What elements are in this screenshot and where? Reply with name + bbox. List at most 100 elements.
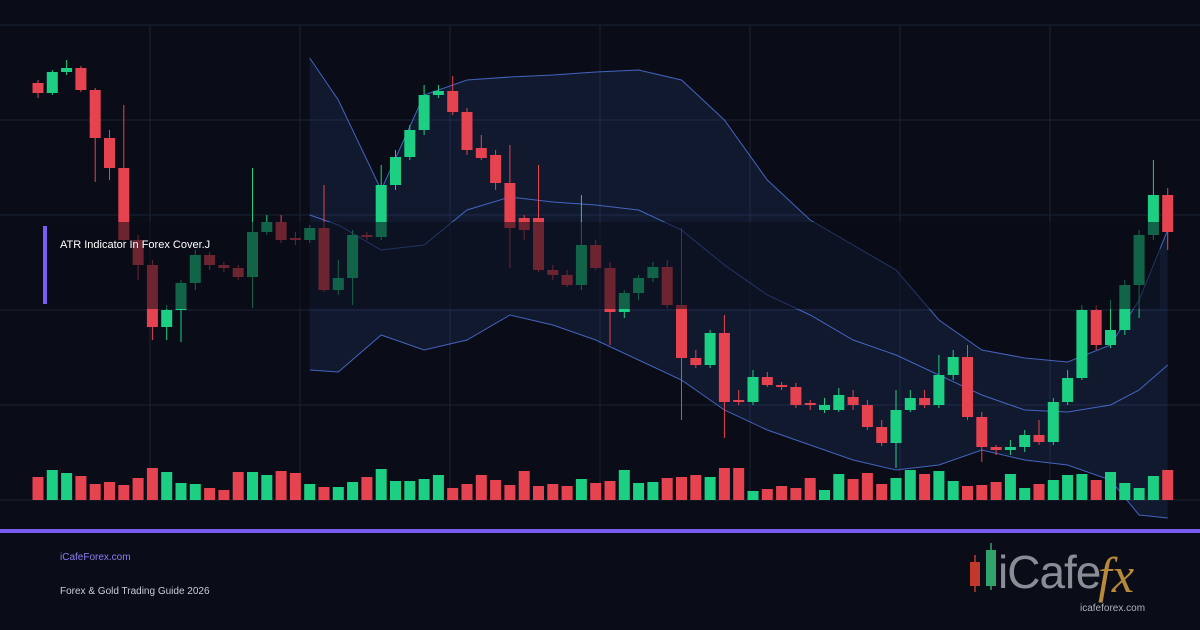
volume-bar [833, 474, 845, 500]
volume-bar [1133, 488, 1145, 500]
volume-bar [247, 472, 258, 500]
volume-bar [618, 470, 630, 500]
volume-bar [418, 479, 430, 500]
volume-bar [1062, 475, 1074, 500]
candle-body [790, 387, 802, 405]
volume-bar [118, 485, 130, 500]
volume-bar [747, 491, 759, 500]
volume-bar [1033, 484, 1045, 500]
volume-bar [647, 482, 659, 500]
volume-bar [332, 487, 344, 500]
volume-bar [890, 478, 902, 500]
volume-bar [261, 475, 273, 500]
volume-bar [1004, 474, 1016, 500]
title-panel [40, 222, 1160, 309]
volume-bar [504, 485, 516, 500]
volume-bar [819, 490, 830, 500]
candle-body [447, 91, 459, 112]
candle-body [861, 405, 873, 427]
volume-bar [146, 468, 158, 500]
candle-body [1090, 310, 1102, 345]
candle-body [1076, 310, 1088, 378]
candle-body [704, 333, 716, 365]
candle-body [1147, 195, 1159, 235]
candle-body [962, 357, 973, 417]
candle-body [833, 395, 845, 410]
candle-body [504, 183, 516, 228]
candle-body [32, 83, 44, 93]
subtitle: Forex & Gold Trading Guide 2026 [60, 586, 210, 597]
volume-bar [218, 490, 230, 500]
volume-bar [990, 482, 1002, 500]
logo-url[interactable]: icafeforex.com [1080, 603, 1145, 614]
volume-bar [718, 468, 730, 500]
volume-bar [1047, 480, 1059, 500]
candle-body [118, 168, 130, 240]
site-link[interactable]: iCafeForex.com [60, 552, 131, 563]
volume-bar [847, 479, 859, 500]
logo: iCafe fx icafeforex.com [970, 543, 1145, 614]
volume-bar [461, 484, 473, 500]
volume-bar [676, 477, 687, 500]
volume-bar [189, 484, 201, 500]
candle-body [375, 185, 387, 237]
volume-bar [1076, 474, 1088, 500]
volume-bar [347, 482, 359, 500]
volume-bar [575, 479, 587, 500]
candle-body [990, 447, 1002, 450]
volume-bar [604, 481, 616, 500]
volume-bar [375, 469, 387, 500]
volume-bar [790, 488, 802, 500]
volume-bar [61, 473, 73, 500]
volume-bar [175, 483, 187, 500]
candle-body [876, 427, 888, 443]
volume-bar [1162, 470, 1174, 500]
volume-bar [46, 470, 58, 500]
candle-body [1062, 378, 1074, 402]
volume-bar [933, 471, 945, 500]
volume-bar [533, 486, 544, 500]
volume-bar [289, 473, 301, 500]
candle-body [847, 397, 859, 405]
volume-bar [161, 472, 173, 500]
candle-body [919, 398, 931, 405]
volume-bar [318, 487, 330, 500]
candle-body [1019, 435, 1031, 447]
volume-bar [704, 477, 716, 500]
volume-bar [1119, 483, 1131, 500]
volume-bar [104, 482, 115, 500]
volume-bar [776, 486, 788, 500]
candle-body [390, 157, 401, 185]
volume-bar [1019, 488, 1031, 500]
band-lower [309, 314, 1168, 519]
volume-bar [561, 486, 573, 500]
candle-body [733, 400, 745, 402]
candle-body [46, 72, 58, 93]
candle-body [1033, 435, 1045, 442]
volume-bar [904, 470, 916, 500]
volume-bar [590, 483, 602, 500]
volume-bar [733, 468, 745, 500]
candle-body [1004, 447, 1016, 450]
candle-body [976, 417, 988, 447]
candle-body [947, 357, 959, 375]
title-accent [43, 226, 47, 304]
volume-bar [690, 475, 702, 500]
candle-body [1162, 195, 1174, 232]
candle-body [933, 375, 945, 405]
candle-body [89, 90, 101, 138]
volume-bar [132, 478, 144, 500]
volume-bar [1090, 480, 1102, 500]
candle-body [490, 155, 502, 183]
candle-body [161, 310, 173, 327]
candle-body [676, 305, 687, 358]
volume-bar [32, 477, 44, 500]
candle-body [1105, 330, 1116, 345]
volume-bar [204, 488, 216, 500]
candle-body [418, 95, 430, 130]
volume-bar [919, 474, 931, 500]
candle-body [104, 138, 115, 168]
volume-bar [804, 478, 816, 500]
candle-body [475, 148, 487, 158]
